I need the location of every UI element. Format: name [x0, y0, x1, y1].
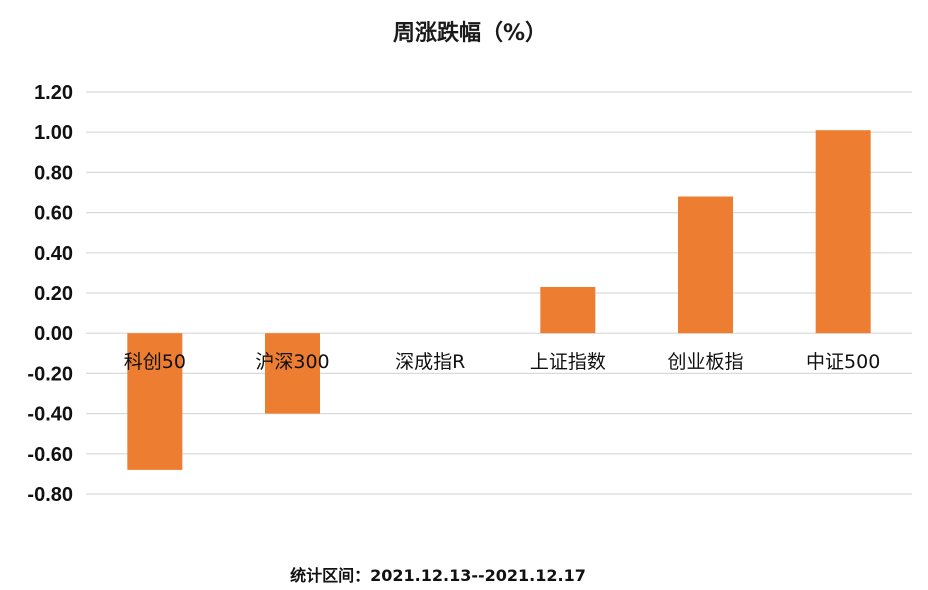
x-tick-label: 中证500 [806, 351, 880, 373]
y-tick-label: -0.80 [27, 484, 73, 506]
y-tick-label: 0.40 [34, 243, 73, 265]
x-tick-label: 科创50 [124, 351, 186, 373]
y-tick-label: 1.20 [34, 82, 73, 104]
bar [678, 196, 733, 334]
y-tick-label: -0.60 [27, 444, 73, 466]
y-axis-ticks: 1.20 1.00 0.80 0.60 0.40 0.20 0.00 -0.20 -0.40 -0… [27, 82, 73, 506]
gridlines [86, 91, 912, 495]
footer-label: 统计区间： [290, 566, 370, 585]
y-tick-label: -0.20 [27, 363, 73, 385]
x-tick-label: 深成指R [395, 351, 465, 373]
bar [540, 286, 596, 334]
y-tick-label: -0.40 [27, 404, 73, 426]
x-axis-ticks: 科创50 沪深300 深成指R 上证指数 创业板指 中证500 [124, 351, 881, 373]
y-tick-label: 1.00 [34, 122, 73, 144]
bar [127, 333, 183, 470]
bar [815, 130, 871, 334]
bars [127, 130, 871, 470]
y-tick-label: 0.00 [34, 323, 73, 345]
bar [265, 333, 320, 414]
chart-title: 周涨跌幅（%） [393, 21, 547, 46]
x-tick-label: 上证指数 [530, 351, 606, 373]
footer-range: 2021.12.13--2021.12.17 [370, 566, 586, 585]
y-tick-label: 0.80 [34, 162, 73, 184]
y-tick-label: 0.60 [34, 203, 73, 225]
x-tick-label: 沪深300 [255, 351, 329, 373]
footer-text: 统计区间：2021.12.13--2021.12.17 [290, 566, 586, 585]
y-tick-label: 0.20 [34, 283, 73, 305]
x-tick-label: 创业板指 [667, 351, 743, 373]
